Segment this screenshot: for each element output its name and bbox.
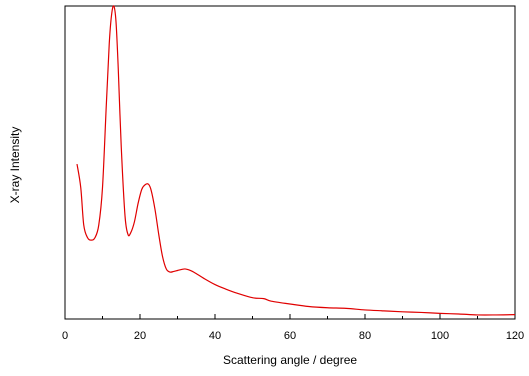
plot-area-frame bbox=[64, 5, 516, 320]
x-tick-label: 120 bbox=[506, 330, 524, 342]
x-tick-label: 80 bbox=[359, 330, 371, 342]
x-tick-label: 40 bbox=[209, 330, 221, 342]
x-tick-label: 100 bbox=[431, 330, 449, 342]
x-axis-ticks bbox=[64, 314, 516, 319]
series-line-xray-intensity bbox=[76, 5, 516, 316]
x-tick-label: 60 bbox=[284, 330, 296, 342]
x-axis-title: Scattering angle / degree bbox=[223, 353, 357, 367]
x-tick-label: 20 bbox=[134, 330, 146, 342]
x-axis-tick-labels: 0 20 40 60 80 100 120 bbox=[62, 330, 524, 342]
x-tick-label: 0 bbox=[62, 330, 68, 342]
y-axis-title: X-ray Intensity bbox=[8, 127, 22, 204]
